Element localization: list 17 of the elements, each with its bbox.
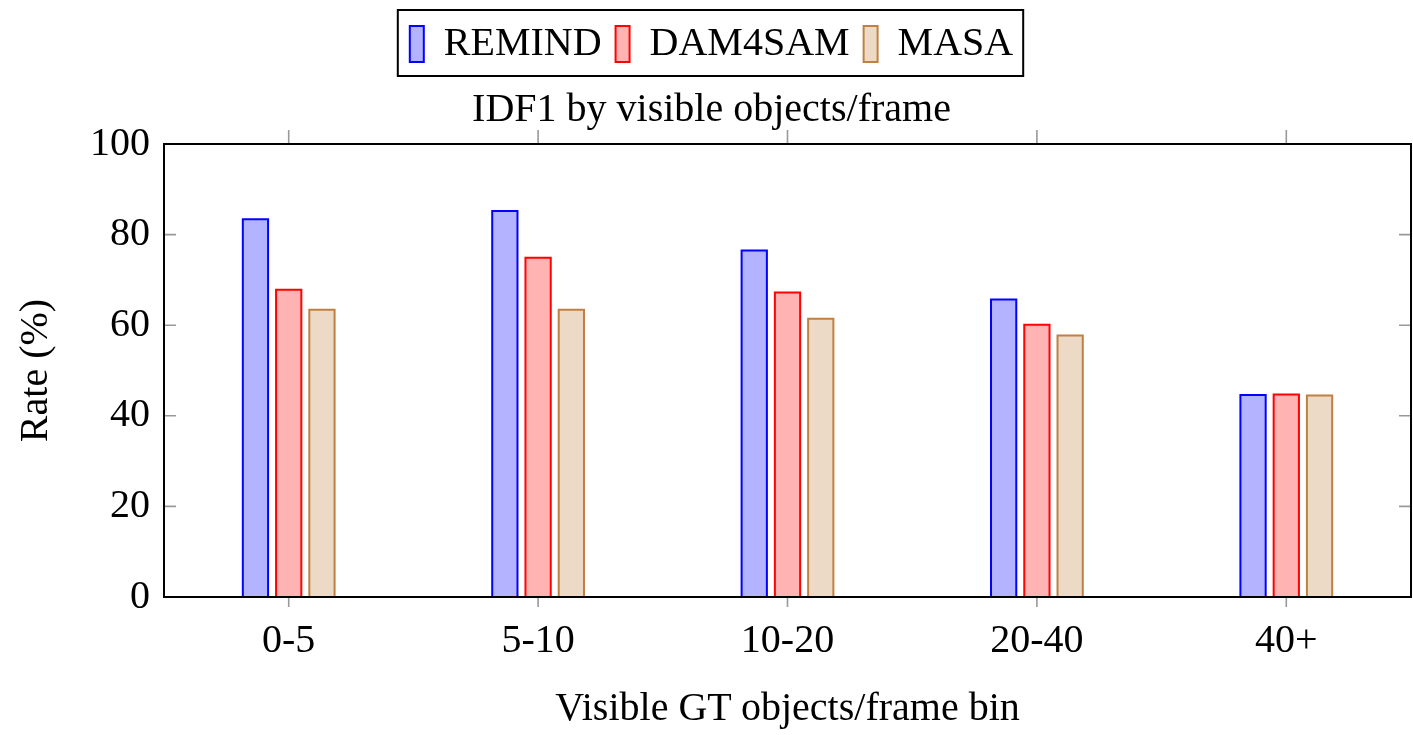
y-tick-label: 40 xyxy=(110,390,150,436)
y-tick-label: 80 xyxy=(110,209,150,255)
chart-title: IDF1 by visible objects/frame xyxy=(472,84,951,130)
y-tick-label: 60 xyxy=(110,299,150,345)
legend-label: DAM4SAM xyxy=(649,18,850,64)
x-tick-label: 20-40 xyxy=(990,615,1084,661)
legend-label: MASA xyxy=(897,18,1014,64)
x-tick-label: 40+ xyxy=(1255,615,1318,661)
x-tick-label: 0-5 xyxy=(262,615,316,661)
x-tick-label: 10-20 xyxy=(740,615,835,661)
x-tick-label: 5-10 xyxy=(501,615,575,661)
legend-label: REMIND xyxy=(443,18,602,64)
y-tick-label: 20 xyxy=(110,480,150,526)
y-axis-title: Rate (%) xyxy=(10,298,56,443)
x-axis-title: Visible GT objects/frame bin xyxy=(555,683,1020,729)
y-tick-label: 0 xyxy=(130,571,150,617)
y-tick-label: 100 xyxy=(90,118,150,164)
